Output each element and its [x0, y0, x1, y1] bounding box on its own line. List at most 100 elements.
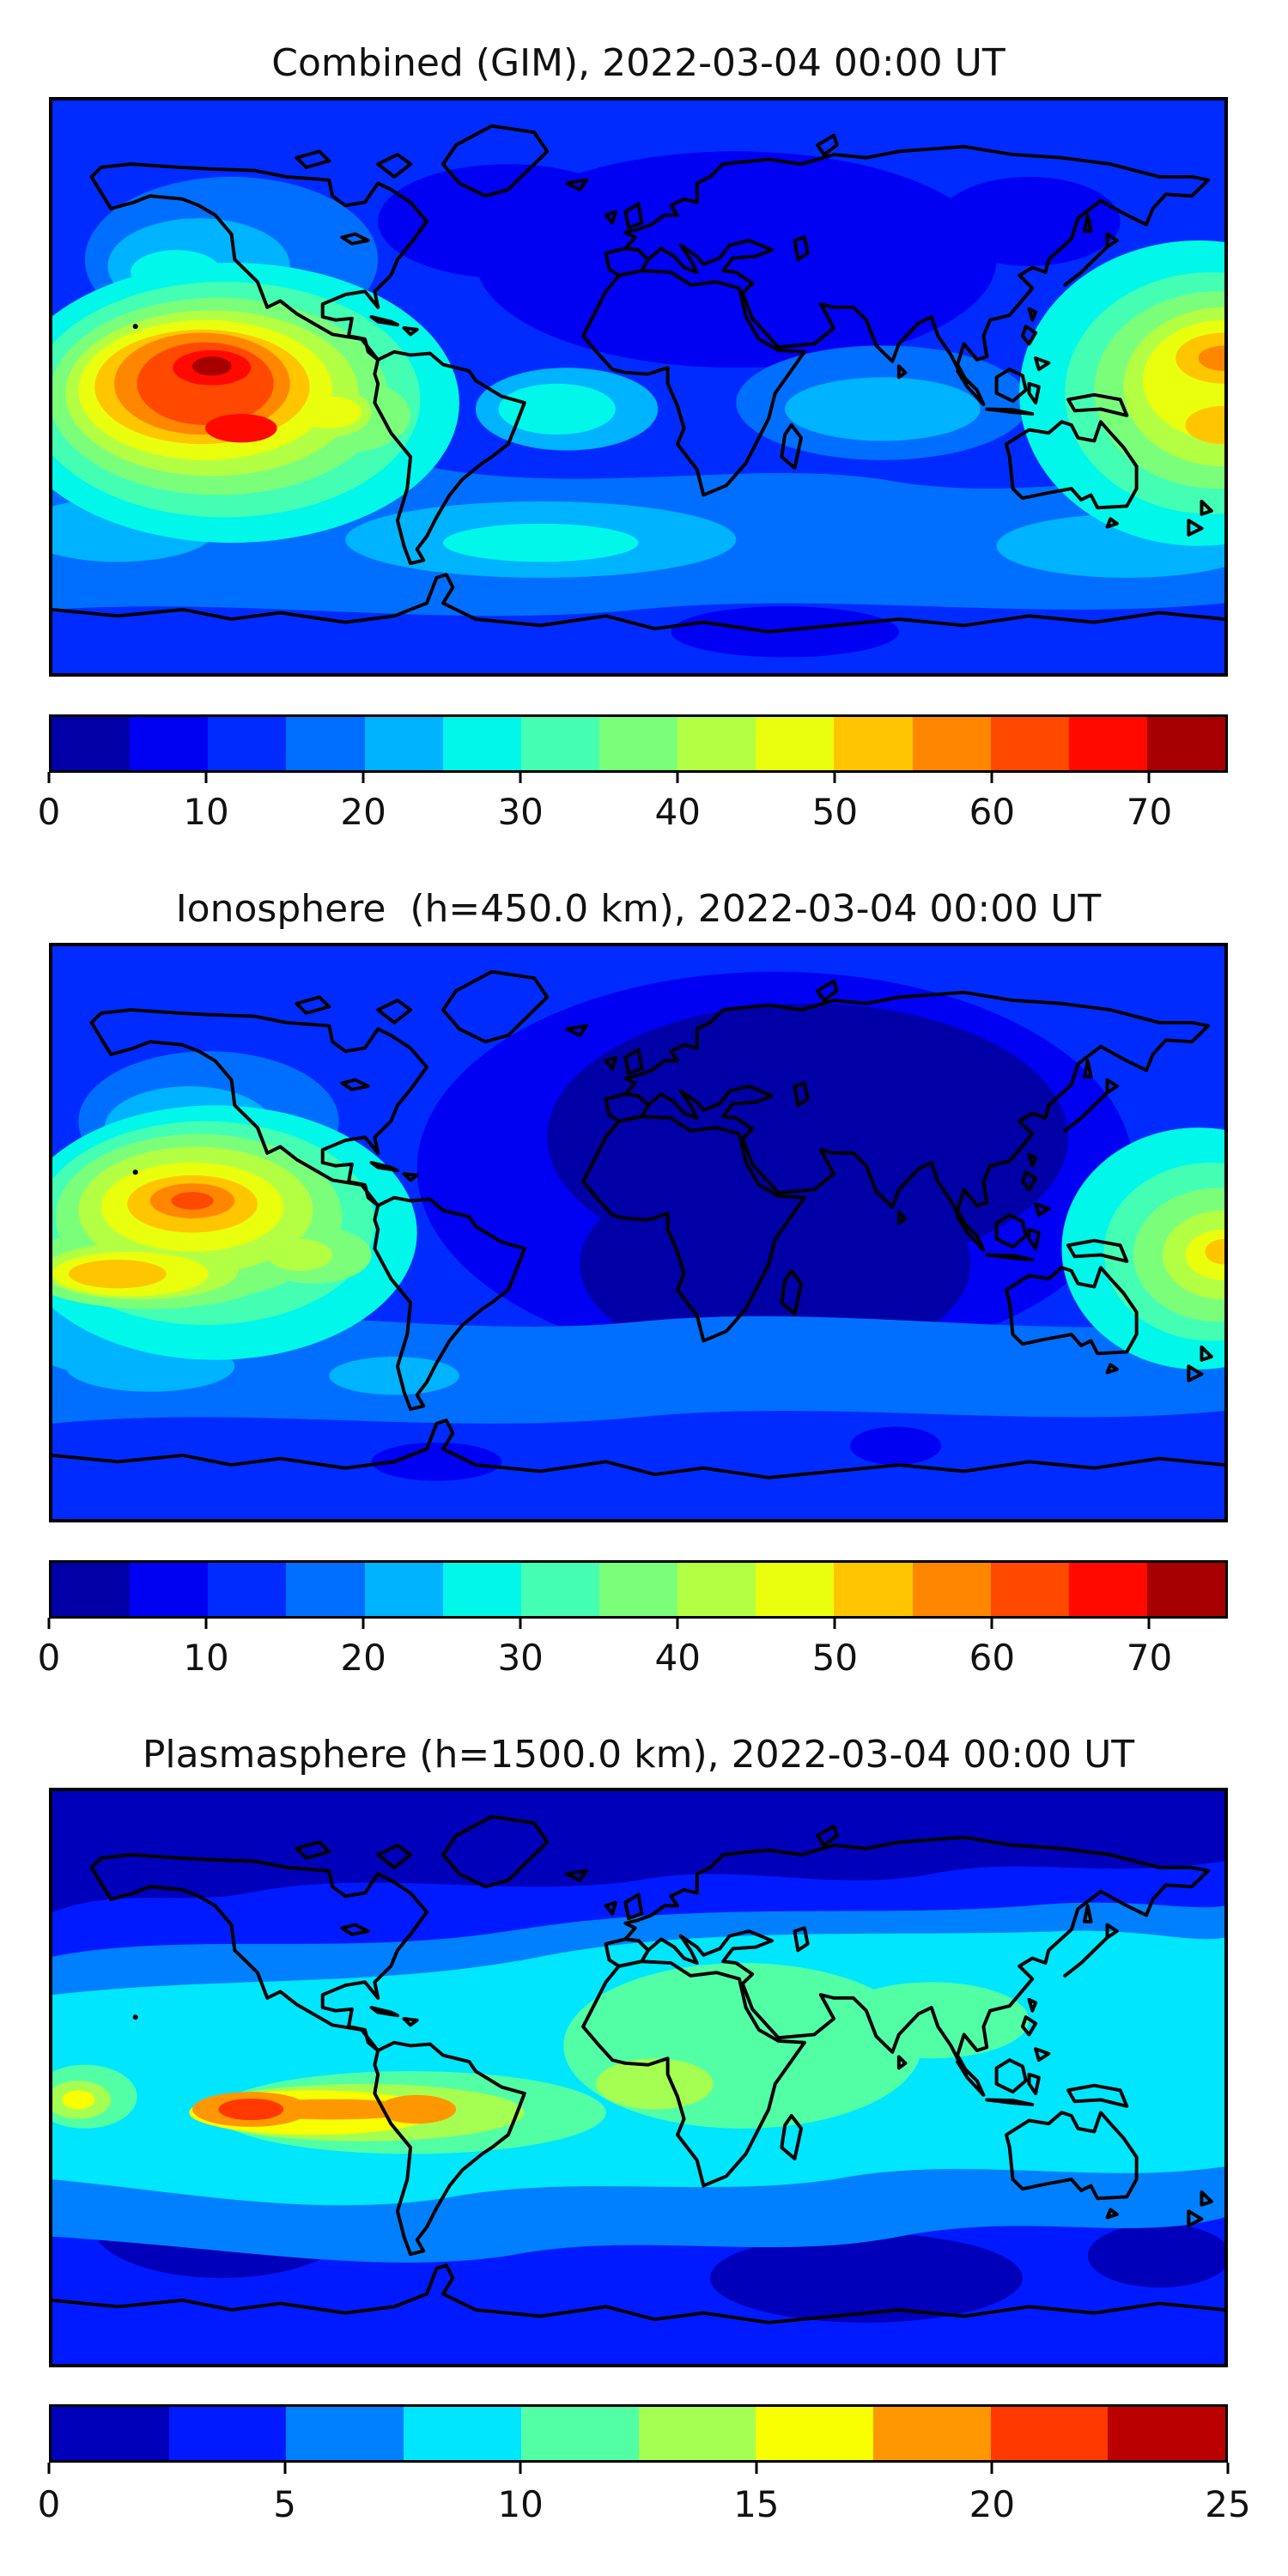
- map-ionosphere: [49, 943, 1228, 1522]
- colorbar-tick: [1147, 772, 1151, 783]
- colorbar-tick-label: 0: [37, 1637, 61, 1679]
- colorbar-segment: [52, 1563, 131, 1616]
- colorbar-tick-label: 20: [340, 791, 386, 833]
- colorbar-segment: [520, 1563, 599, 1616]
- colorbar-tick-label: 0: [37, 791, 61, 833]
- colorbar-segment: [598, 717, 678, 770]
- colorbar-tick: [519, 2463, 522, 2474]
- colorbar-plasmasphere-ticks: [47, 2463, 1230, 2474]
- colorbar-tick-label: 70: [1126, 791, 1173, 833]
- colorbar-segment: [1068, 1563, 1147, 1616]
- map-combined-gim: [49, 97, 1228, 677]
- colorbar-segment: [834, 717, 913, 770]
- colorbar-segment: [442, 717, 521, 770]
- panel1-title: Combined (GIM), 2022-03-04 00:00 UT: [271, 41, 1005, 85]
- colorbar-segment: [364, 717, 443, 770]
- panel2-title: Ionosphere (h=450.0 km), 2022-03-04 00:0…: [175, 887, 1102, 931]
- colorbar-segment: [677, 1563, 756, 1616]
- colorbar-tick: [204, 772, 208, 783]
- colorbar-segment: [598, 1563, 678, 1616]
- colorbar-combined: [49, 714, 1228, 773]
- map-combined-svg: [52, 100, 1224, 673]
- colorbar-segment: [130, 1563, 209, 1616]
- colorbar-plasmasphere: [49, 2404, 1228, 2463]
- colorbar-tick: [519, 772, 522, 783]
- colorbar-segment: [364, 1563, 443, 1616]
- colorbar-segment: [520, 717, 599, 770]
- colorbar-segment: [872, 2407, 991, 2460]
- colorbar-tick: [990, 1618, 993, 1629]
- contour-shading: [52, 946, 1224, 1519]
- colorbar-segment: [912, 717, 991, 770]
- colorbar-plasmasphere-labels: 0 5 10 15 20 25: [38, 2482, 1251, 2527]
- colorbar-tick-label: 10: [183, 791, 229, 833]
- colorbar-ionosphere-ticks: [47, 1618, 1228, 1629]
- colorbar-segment: [286, 1563, 365, 1616]
- colorbar-tick-label: 25: [1205, 2483, 1251, 2525]
- colorbar-segment: [677, 717, 756, 770]
- colorbar-tick: [676, 1618, 679, 1629]
- colorbar-segment: [990, 2407, 1109, 2460]
- colorbar-tick: [833, 1618, 836, 1629]
- colorbar-tick: [990, 2463, 993, 2474]
- colorbar-tick-label: 30: [497, 1637, 544, 1679]
- colorbar-segment: [834, 1563, 913, 1616]
- colorbar-tick-label: 50: [811, 1637, 859, 1679]
- colorbar-combined-ticks: [47, 772, 1228, 783]
- colorbar-tick: [47, 772, 51, 783]
- colorbar-segment: [1108, 2407, 1226, 2460]
- contour-shading: [52, 100, 1224, 673]
- colorbar-tick: [676, 772, 679, 783]
- colorbar-tick: [1147, 1618, 1151, 1629]
- panel3-title: Plasmasphere (h=1500.0 km), 2022-03-04 0…: [142, 1733, 1135, 1777]
- colorbar-segment: [286, 717, 365, 770]
- colorbar-tick-label: 15: [733, 2483, 780, 2525]
- colorbar-tick: [1226, 2463, 1230, 2474]
- colorbar-tick-label: 70: [1126, 1637, 1173, 1679]
- colorbar-tick: [47, 1618, 51, 1629]
- colorbar-segment: [404, 2407, 521, 2460]
- colorbar-tick-label: 60: [969, 1637, 1016, 1679]
- colorbar-segment: [1068, 717, 1147, 770]
- colorbar-segment: [990, 717, 1069, 770]
- colorbar-tick: [204, 1618, 208, 1629]
- colorbar-tick-label: 50: [811, 791, 859, 833]
- colorbar-tick: [47, 2463, 51, 2474]
- colorbar-segment: [520, 2407, 639, 2460]
- colorbar-segment: [168, 2407, 287, 2460]
- colorbar-combined-labels: 0 10 20 30 40 50 60 70: [38, 790, 1228, 835]
- colorbar-segment: [442, 1563, 521, 1616]
- map-plasmasphere-svg: [52, 1791, 1224, 2364]
- colorbar-ionosphere-labels: 0 10 20 30 40 50 60 70: [38, 1636, 1228, 1680]
- colorbar-segment: [638, 2407, 756, 2460]
- colorbar-tick-label: 20: [969, 2483, 1016, 2525]
- colorbar-tick-label: 10: [497, 2483, 544, 2525]
- map-ionosphere-svg: [52, 946, 1224, 1519]
- colorbar-tick: [755, 2463, 758, 2474]
- colorbar-segment: [52, 717, 131, 770]
- map-plasmasphere: [49, 1788, 1228, 2367]
- colorbar-tick-label: 0: [37, 2483, 61, 2525]
- colorbar-tick-label: 5: [273, 2483, 296, 2525]
- colorbar-tick-label: 20: [340, 1637, 386, 1679]
- colorbar-segment: [990, 1563, 1069, 1616]
- colorbar-segment: [756, 717, 835, 770]
- colorbar-segment: [130, 717, 209, 770]
- colorbar-tick: [283, 2463, 287, 2474]
- colorbar-ionosphere: [49, 1560, 1228, 1619]
- colorbar-tick-label: 40: [654, 1637, 701, 1679]
- colorbar-tick-label: 30: [497, 791, 544, 833]
- colorbar-segment: [1146, 717, 1226, 770]
- colorbar-segment: [52, 2407, 169, 2460]
- colorbar-tick-label: 40: [654, 791, 701, 833]
- colorbar-tick-label: 60: [969, 791, 1016, 833]
- colorbar-segment: [1146, 1563, 1226, 1616]
- colorbar-tick: [990, 772, 993, 783]
- colorbar-tick: [833, 772, 836, 783]
- colorbar-tick-label: 10: [183, 1637, 229, 1679]
- colorbar-tick: [361, 772, 365, 783]
- contour-shading: [52, 1791, 1224, 2364]
- colorbar-segment: [756, 2407, 873, 2460]
- colorbar-segment: [208, 1563, 287, 1616]
